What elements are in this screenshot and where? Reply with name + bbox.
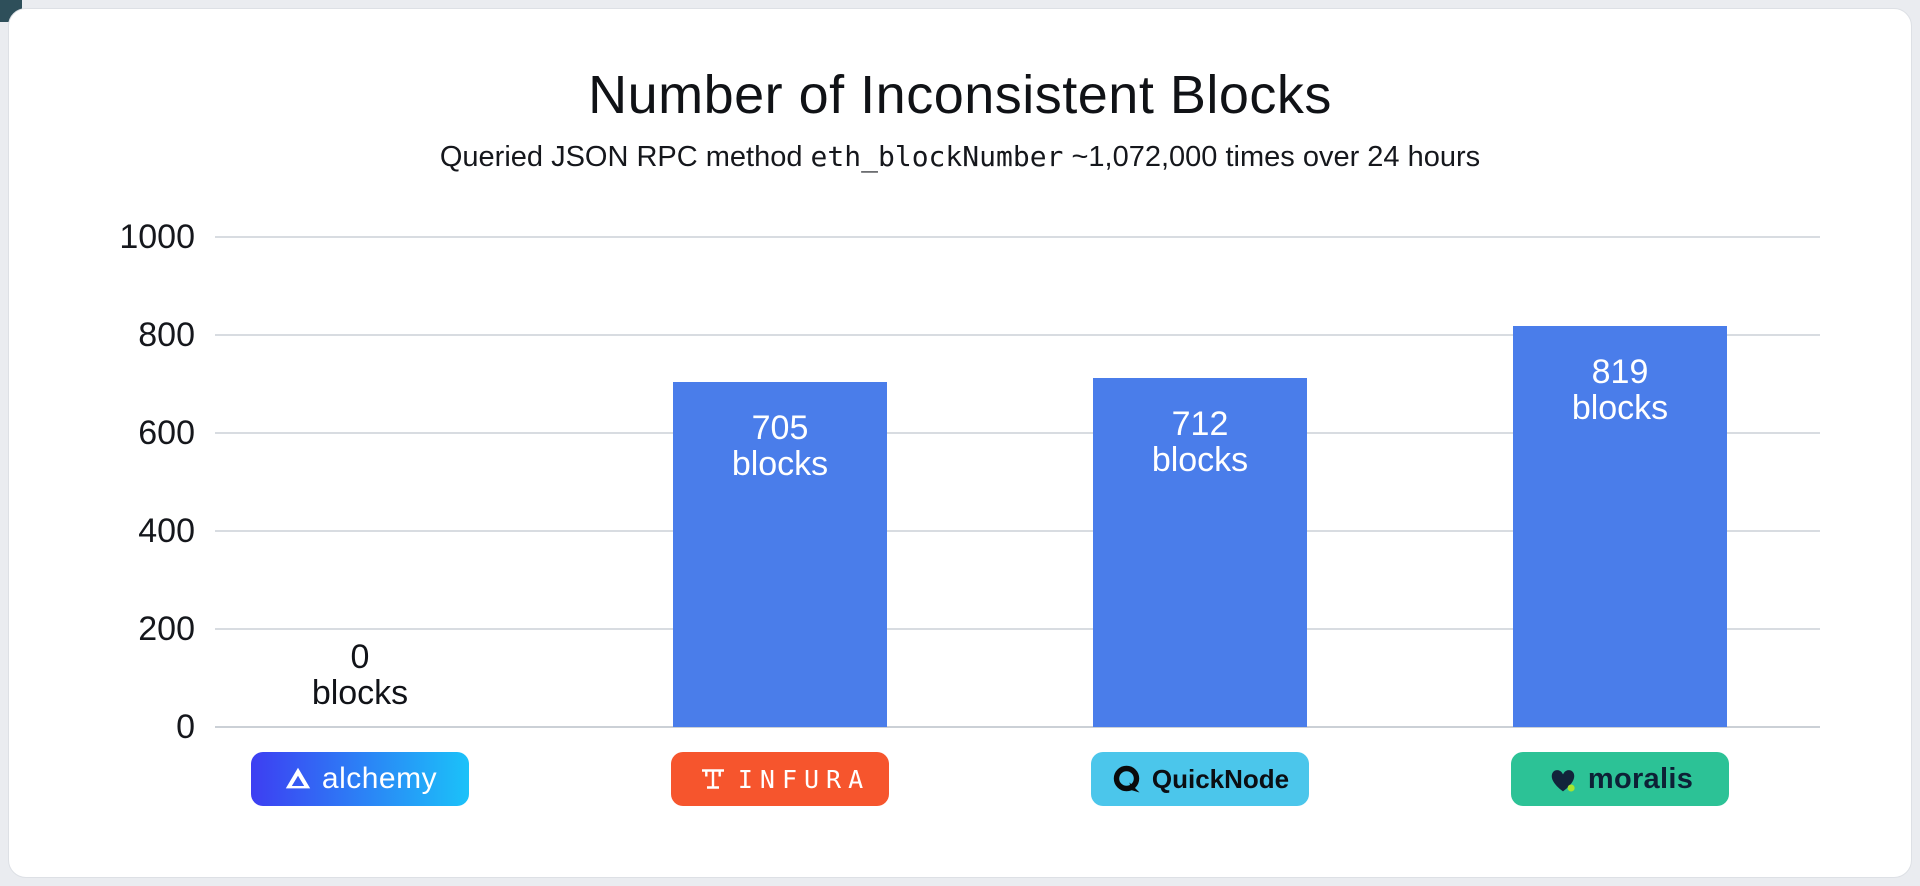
subtitle-suffix: ~1,072,000 times over 24 hours [1063,141,1481,173]
quicknode-badge-label: QuickNode [1151,763,1290,794]
quicknode-badge: QuickNode [1091,752,1309,806]
y-tick-label-200: 200 [138,610,195,648]
y-tick-label-800: 800 [138,316,195,354]
gridline-y-600 [215,432,1820,434]
bar-value-label-infura: 705 blocks [673,410,887,482]
x-axis-label-alchemy: alchemy [150,752,570,806]
alchemy-badge-label: alchemy [321,762,438,795]
bar-unit: blocks [1571,389,1669,427]
bar-value: 705 [751,409,809,447]
gridline-y-400 [215,530,1820,532]
bar-quicknode [1093,378,1307,727]
y-tick-label-0: 0 [176,708,195,746]
y-tick-label-1000: 1000 [119,218,195,256]
bar-value: 0 [350,638,370,676]
bar-unit: blocks [731,445,829,483]
subtitle-code: eth_blockNumber [810,140,1064,173]
gridline-y-800 [215,334,1820,336]
gridline-y-200 [215,628,1820,630]
x-axis-label-quicknode: QuickNode [990,752,1410,806]
x-axis-label-moralis: moralis [1410,752,1830,806]
x-axis-line [215,726,1820,728]
moralis-badge-label: moralis [1587,762,1694,795]
moralis-logo-icon [1547,764,1579,794]
quicknode-logo-icon [1111,763,1143,795]
infura-logo-icon [697,763,729,795]
infura-badge: INFURA [671,752,889,806]
subtitle-prefix: Queried JSON RPC method [439,141,811,173]
bar-unit: blocks [1151,441,1249,479]
alchemy-logo-icon [283,764,313,794]
y-tick-label-400: 400 [138,512,195,550]
bar-moralis [1513,326,1727,727]
bar-infura [673,382,887,727]
x-axis-label-infura: INFURA [570,752,990,806]
bar-value: 712 [1171,405,1229,443]
infura-badge-label: INFURA [737,764,871,794]
bar-value: 819 [1591,353,1649,391]
alchemy-badge: alchemy [251,752,469,806]
bar-value-label-quicknode: 712 blocks [1093,406,1307,478]
bar-value-label-alchemy: 0 blocks [253,639,467,711]
chart-subtitle: Queried JSON RPC method eth_blockNumber … [0,140,1920,174]
y-tick-label-600: 600 [138,414,195,452]
moralis-badge: moralis [1511,752,1729,806]
bar-value-label-moralis: 819 blocks [1513,354,1727,426]
chart-title: Number of Inconsistent Blocks [588,65,1332,125]
bar-unit: blocks [311,674,409,712]
gridline-y-1000 [215,236,1820,238]
